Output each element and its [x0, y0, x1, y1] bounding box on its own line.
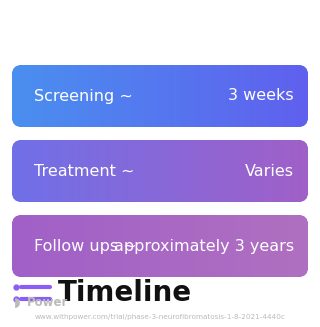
FancyBboxPatch shape: [12, 140, 308, 202]
FancyBboxPatch shape: [12, 215, 308, 277]
Text: Treatment ~: Treatment ~: [34, 164, 134, 179]
Text: www.withpower.com/trial/phase-3-neurofibromatosis-1-8-2021-4440c: www.withpower.com/trial/phase-3-neurofib…: [35, 314, 285, 320]
Text: Follow ups ~: Follow ups ~: [34, 238, 137, 253]
Text: ◗: ◗: [14, 297, 20, 309]
Text: Varies: Varies: [245, 164, 294, 179]
Text: approximately 3 years: approximately 3 years: [114, 238, 294, 253]
Text: Power: Power: [27, 297, 68, 309]
Text: 3 weeks: 3 weeks: [228, 89, 294, 104]
Text: Screening ~: Screening ~: [34, 89, 133, 104]
Text: Timeline: Timeline: [58, 279, 192, 307]
FancyBboxPatch shape: [12, 65, 308, 127]
